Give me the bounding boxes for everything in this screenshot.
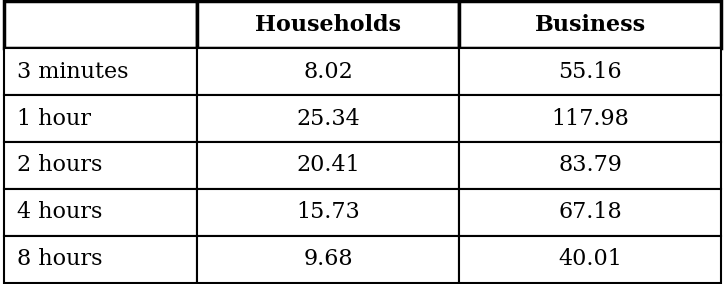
Bar bbox=[460, 95, 721, 142]
Bar bbox=[4, 48, 197, 95]
Bar bbox=[197, 95, 460, 142]
Bar bbox=[460, 142, 721, 189]
Bar bbox=[4, 236, 197, 283]
Text: 3 minutes: 3 minutes bbox=[17, 61, 128, 83]
Text: 83.79: 83.79 bbox=[558, 154, 622, 176]
Text: 40.01: 40.01 bbox=[558, 248, 622, 270]
Bar bbox=[460, 1, 721, 48]
Text: 15.73: 15.73 bbox=[297, 201, 360, 223]
Text: 20.41: 20.41 bbox=[297, 154, 360, 176]
Bar bbox=[4, 189, 197, 236]
Text: 2 hours: 2 hours bbox=[17, 154, 102, 176]
Bar bbox=[197, 236, 460, 283]
Text: 8.02: 8.02 bbox=[304, 61, 353, 83]
Text: 1 hour: 1 hour bbox=[17, 108, 91, 130]
Text: Business: Business bbox=[535, 14, 646, 36]
Bar bbox=[460, 236, 721, 283]
Bar bbox=[197, 142, 460, 189]
Text: 55.16: 55.16 bbox=[558, 61, 622, 83]
Bar bbox=[460, 189, 721, 236]
Bar bbox=[197, 1, 460, 48]
Text: 8 hours: 8 hours bbox=[17, 248, 102, 270]
Bar bbox=[197, 189, 460, 236]
Bar bbox=[460, 48, 721, 95]
Text: 67.18: 67.18 bbox=[558, 201, 622, 223]
Text: 117.98: 117.98 bbox=[552, 108, 629, 130]
Bar bbox=[4, 142, 197, 189]
Text: Households: Households bbox=[255, 14, 402, 36]
Bar bbox=[197, 48, 460, 95]
Bar bbox=[4, 1, 197, 48]
Text: 25.34: 25.34 bbox=[297, 108, 360, 130]
Bar bbox=[4, 95, 197, 142]
Text: 4 hours: 4 hours bbox=[17, 201, 102, 223]
Text: 9.68: 9.68 bbox=[304, 248, 353, 270]
